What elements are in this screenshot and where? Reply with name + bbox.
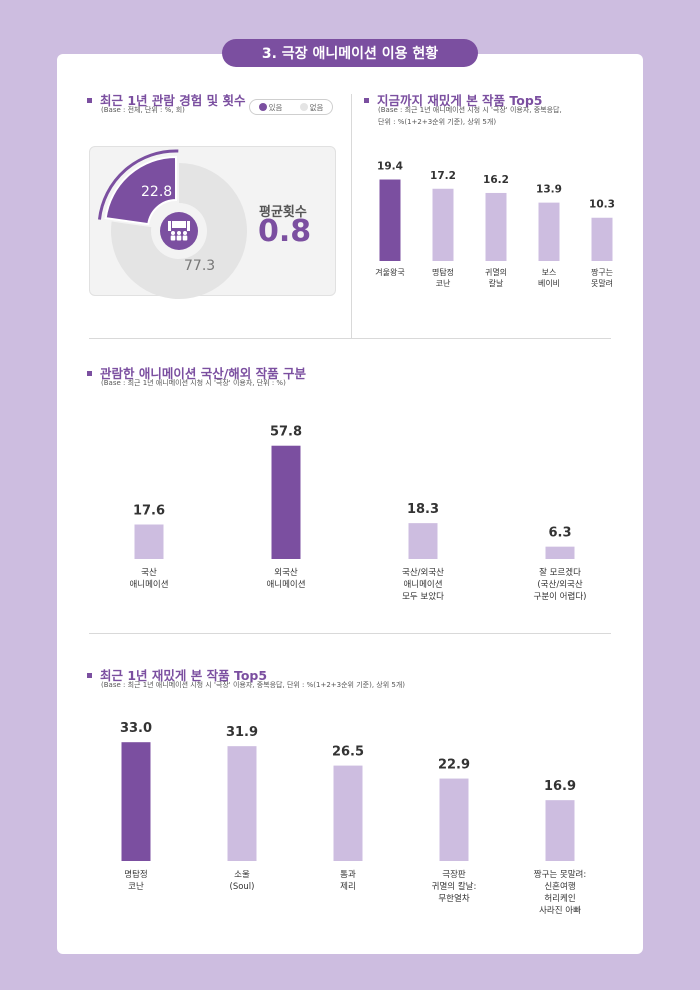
legend-dot-icon xyxy=(258,102,267,111)
category-label: 극장판 귀멸의 칼날: 무한열차 xyxy=(432,869,477,904)
data-label: 13.9 xyxy=(536,184,562,196)
bar xyxy=(545,800,575,861)
section-title-recent-top5: 최근 1년 재밌게 본 작품 Top5 xyxy=(87,665,267,684)
data-label: 33.0 xyxy=(120,721,152,736)
bar xyxy=(432,188,454,261)
section-subtitle: (Base : 최근 1년 애니메이션 시청 시 '극장' 이용자, 중복응답, xyxy=(378,106,562,114)
horizontal-divider xyxy=(89,633,611,634)
section-title-text: 최근 1년 재밌게 본 작품 Top5 xyxy=(100,668,268,683)
legend-item-no: 없음 xyxy=(299,102,324,113)
bar xyxy=(134,524,164,559)
page-title: 3. 극장 애니메이션 이용 현황 xyxy=(222,39,478,67)
bar xyxy=(408,523,438,559)
donut-slice-no xyxy=(111,163,248,299)
category-label: 톰과 제리 xyxy=(340,870,356,892)
accent-arc xyxy=(97,149,179,220)
category-label: 짱구는 못말려: 신혼여행 허리케인 사라진 아빠 xyxy=(534,869,587,916)
donut-label-no: 77.3 xyxy=(184,258,215,274)
donut-slice-yes xyxy=(104,155,177,226)
bar xyxy=(591,217,613,261)
legend-label: 없음 xyxy=(309,102,324,112)
section-subtitle: (Base : 최근 1년 애니메이션 시청 시 '극장' 이용자, 중복응답,… xyxy=(101,681,405,689)
section-title-domestic-foreign: 관람한 애니메이션 국산/해외 작품 구분 xyxy=(87,363,306,382)
section-title-alltime-top5: 지금까지 재밌게 본 작품 Top5 xyxy=(364,90,543,109)
legend-dot-icon xyxy=(299,102,308,111)
average-count-value: 0.8 xyxy=(258,214,312,249)
category-label: 겨울왕국 xyxy=(375,268,404,277)
bar xyxy=(379,179,401,261)
category-label: 소울 (Soul) xyxy=(230,870,255,892)
alltime-top5-bar-chart: 19.4 겨울왕국 17.2 명탐정 코난 16.2 귀멸의 칼날 13.9 보스 베이비 10.3 짱… xyxy=(375,161,615,288)
bar xyxy=(271,445,301,559)
data-label: 17.2 xyxy=(430,170,456,182)
data-label: 10.3 xyxy=(589,199,615,211)
section-subtitle: (Base : 최근 1년 애니메이션 시청 시 '극장' 이용자, 단위 : … xyxy=(101,379,286,387)
bullet-square-icon xyxy=(87,98,92,103)
bar xyxy=(538,202,560,261)
section-subtitle-line2: 단위 : %(1+2+3순위 기준), 상위 5개) xyxy=(378,118,497,126)
bar xyxy=(439,778,469,861)
category-label: 외국산 애니메이션 xyxy=(266,567,305,590)
category-label: 잘 모르겠다 (국산/외국산 구분이 어렵다) xyxy=(534,567,587,602)
bullet-square-icon xyxy=(87,673,92,678)
data-label: 16.2 xyxy=(483,174,509,186)
category-label: 국산/외국산 애니메이션 모두 보았다 xyxy=(402,567,444,602)
average-count-label: 평균횟수 xyxy=(259,205,307,220)
data-label: 26.5 xyxy=(332,745,364,760)
category-label: 명탐정 코난 xyxy=(432,267,454,288)
data-label: 57.8 xyxy=(270,425,302,440)
section-title-text: 지금까지 재밌게 본 작품 Top5 xyxy=(377,93,543,108)
section-title-viewing-experience: 최근 1년 관람 경험 및 횟수 xyxy=(87,90,245,109)
data-label: 19.4 xyxy=(377,161,403,173)
bullet-square-icon xyxy=(87,371,92,376)
domestic-foreign-bar-chart: 17.6 국산 애니메이션 57.8 외국산 애니메이션 18.3 국산/외국산 애니메이션 모두… xyxy=(129,425,587,602)
category-label: 명탐정 코난 xyxy=(124,869,147,892)
section-subtitle: (Base : 전체, 단위 : %, 회) xyxy=(101,106,185,114)
horizontal-divider xyxy=(89,338,611,339)
donut-label-yes: 22.8 xyxy=(141,184,172,200)
bar xyxy=(333,765,363,861)
bar xyxy=(485,192,507,261)
category-label: 보스 베이비 xyxy=(538,268,560,288)
category-label: 국산 애니메이션 xyxy=(129,567,168,590)
recent-top5-bar-chart: 33.0 명탐정 코난 31.9 소울 (Soul) 26.5 톰과 제리 22.9 극장판 귀멸의 … xyxy=(120,721,587,916)
data-label: 16.9 xyxy=(544,779,576,794)
data-label: 6.3 xyxy=(548,526,571,541)
theater-seat-icon xyxy=(168,221,190,241)
section-title-text: 최근 1년 관람 경험 및 횟수 xyxy=(100,93,246,108)
bar xyxy=(545,546,575,559)
data-label: 18.3 xyxy=(407,502,439,517)
data-label: 22.9 xyxy=(438,758,470,773)
category-label: 귀멸의 칼날 xyxy=(485,267,507,288)
legend: 있음 없음 xyxy=(249,99,333,115)
data-label: 31.9 xyxy=(226,725,258,740)
bullet-square-icon xyxy=(364,98,369,103)
vertical-divider xyxy=(351,94,352,338)
bar xyxy=(121,742,151,861)
legend-item-yes: 있음 xyxy=(258,102,283,113)
donut-chart: 22.8 77.3 xyxy=(97,149,248,299)
bar xyxy=(227,746,257,861)
legend-label: 있음 xyxy=(268,102,283,112)
category-label: 짱구는 못말려 xyxy=(591,267,613,288)
data-label: 17.6 xyxy=(133,504,165,519)
section-title-text: 관람한 애니메이션 국산/해외 작품 구분 xyxy=(100,366,306,381)
